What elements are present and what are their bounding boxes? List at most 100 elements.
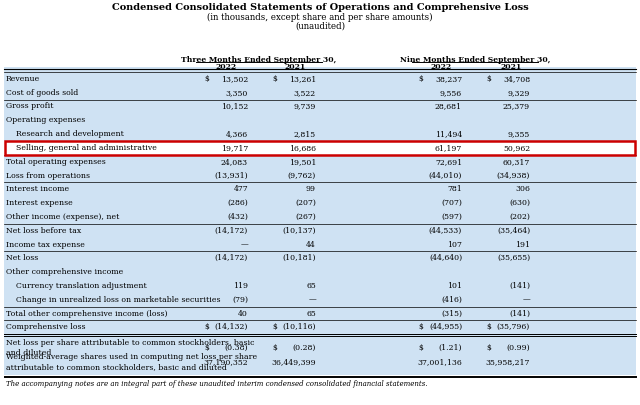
Text: (141): (141) [509, 309, 530, 318]
Text: The accompanying notes are an integral part of these unaudited interim condensed: The accompanying notes are an integral p… [6, 380, 428, 388]
Text: Weighted-average shares used in computing net loss per share
attributable to com: Weighted-average shares used in computin… [6, 353, 257, 371]
Text: Revenue: Revenue [6, 75, 40, 83]
Text: 3,522: 3,522 [294, 89, 316, 97]
Text: Total other comprehensive income (loss): Total other comprehensive income (loss) [6, 309, 168, 318]
Text: $: $ [418, 323, 423, 331]
Text: 10,152: 10,152 [221, 102, 248, 111]
Text: (202): (202) [509, 213, 530, 221]
Text: (14,132): (14,132) [214, 323, 248, 331]
Text: (79): (79) [232, 296, 248, 304]
Text: (597): (597) [441, 213, 462, 221]
Text: Selling, general and administrative: Selling, general and administrative [16, 144, 157, 152]
Text: Gross profit: Gross profit [6, 102, 54, 111]
Text: (141): (141) [509, 282, 530, 290]
Text: 13,261: 13,261 [289, 75, 316, 83]
Text: 9,556: 9,556 [440, 89, 462, 97]
Text: 16,686: 16,686 [289, 144, 316, 152]
Text: (14,172): (14,172) [215, 254, 248, 262]
Text: 38,237: 38,237 [435, 75, 462, 83]
Text: 13,502: 13,502 [221, 75, 248, 83]
Text: Operating expenses: Operating expenses [6, 116, 85, 124]
Text: 9,329: 9,329 [508, 89, 530, 97]
Text: 2021: 2021 [500, 63, 522, 71]
Text: (44,533): (44,533) [429, 227, 462, 235]
Text: (707): (707) [441, 199, 462, 207]
Text: $: $ [486, 75, 491, 83]
Text: (35,464): (35,464) [497, 227, 530, 235]
Text: 60,317: 60,317 [503, 158, 530, 166]
Text: 119: 119 [233, 282, 248, 290]
Text: 306: 306 [515, 185, 530, 193]
Text: (10,181): (10,181) [282, 254, 316, 262]
Text: 61,197: 61,197 [435, 144, 462, 152]
Text: 34,708: 34,708 [503, 75, 530, 83]
Text: 35,958,217: 35,958,217 [486, 358, 530, 366]
Text: 9,355: 9,355 [508, 130, 530, 138]
Text: 24,083: 24,083 [221, 158, 248, 166]
Text: Loss from operations: Loss from operations [6, 171, 90, 179]
Text: Research and development: Research and development [16, 130, 124, 138]
Text: (286): (286) [227, 199, 248, 207]
Text: $: $ [272, 323, 277, 331]
Text: Other comprehensive income: Other comprehensive income [6, 268, 124, 276]
Text: 37,001,136: 37,001,136 [417, 358, 462, 366]
Text: (44,955): (44,955) [429, 323, 462, 331]
Text: 107: 107 [447, 241, 462, 249]
Text: (315): (315) [441, 309, 462, 318]
Text: Cost of goods sold: Cost of goods sold [6, 89, 78, 97]
Text: (207): (207) [295, 199, 316, 207]
Text: $: $ [272, 344, 277, 352]
Text: Condensed Consolidated Statements of Operations and Comprehensive Loss: Condensed Consolidated Statements of Ope… [111, 3, 529, 12]
Text: —: — [308, 296, 316, 304]
Text: 477: 477 [234, 185, 248, 193]
Text: 191: 191 [515, 241, 530, 249]
Text: 72,691: 72,691 [435, 158, 462, 166]
Text: 65: 65 [307, 309, 316, 318]
Text: 25,379: 25,379 [503, 102, 530, 111]
Text: $: $ [418, 75, 423, 83]
Text: —: — [522, 296, 530, 304]
Text: 36,449,399: 36,449,399 [271, 358, 316, 366]
Text: 3,350: 3,350 [226, 89, 248, 97]
Text: $: $ [204, 344, 209, 352]
Text: Total operating expenses: Total operating expenses [6, 158, 106, 166]
Text: Other income (expense), net: Other income (expense), net [6, 213, 120, 221]
Text: $: $ [204, 75, 209, 83]
Text: (13,931): (13,931) [214, 171, 248, 179]
Text: (0.99): (0.99) [506, 344, 530, 352]
Text: (35,796): (35,796) [497, 323, 530, 331]
Text: $: $ [486, 344, 491, 352]
Text: Nine Months Ended September 30,: Nine Months Ended September 30, [400, 56, 550, 64]
Text: 19,717: 19,717 [221, 144, 248, 152]
Text: 2022: 2022 [216, 63, 237, 71]
Text: Net loss per share attributable to common stockholders, basic
and diluted: Net loss per share attributable to commo… [6, 339, 255, 357]
Text: 4,366: 4,366 [226, 130, 248, 138]
Text: Change in unrealized loss on marketable securities: Change in unrealized loss on marketable … [16, 296, 221, 304]
Text: (44,640): (44,640) [429, 254, 462, 262]
Text: Three Months Ended September 30,: Three Months Ended September 30, [181, 56, 337, 64]
Text: 9,739: 9,739 [294, 102, 316, 111]
Text: (630): (630) [509, 199, 530, 207]
Text: 65: 65 [307, 282, 316, 290]
Text: 19,501: 19,501 [289, 158, 316, 166]
Text: 37,190,352: 37,190,352 [204, 358, 248, 366]
Text: (10,137): (10,137) [282, 227, 316, 235]
Text: (9,762): (9,762) [288, 171, 316, 179]
Text: (0.38): (0.38) [225, 344, 248, 352]
Text: 2,815: 2,815 [294, 130, 316, 138]
Text: —: — [240, 241, 248, 249]
Text: 11,494: 11,494 [435, 130, 462, 138]
Text: $: $ [486, 323, 491, 331]
Text: $: $ [418, 344, 423, 352]
Text: $: $ [272, 75, 277, 83]
Text: (0.28): (0.28) [292, 344, 316, 352]
Text: Interest expense: Interest expense [6, 199, 73, 207]
Text: (10,116): (10,116) [282, 323, 316, 331]
Bar [4, 141, 636, 155]
Text: $: $ [204, 323, 209, 331]
Text: Net loss: Net loss [6, 254, 38, 262]
Text: Net loss before tax: Net loss before tax [6, 227, 81, 235]
Text: Interest income: Interest income [6, 185, 69, 193]
Text: (432): (432) [227, 213, 248, 221]
Text: (416): (416) [441, 296, 462, 304]
